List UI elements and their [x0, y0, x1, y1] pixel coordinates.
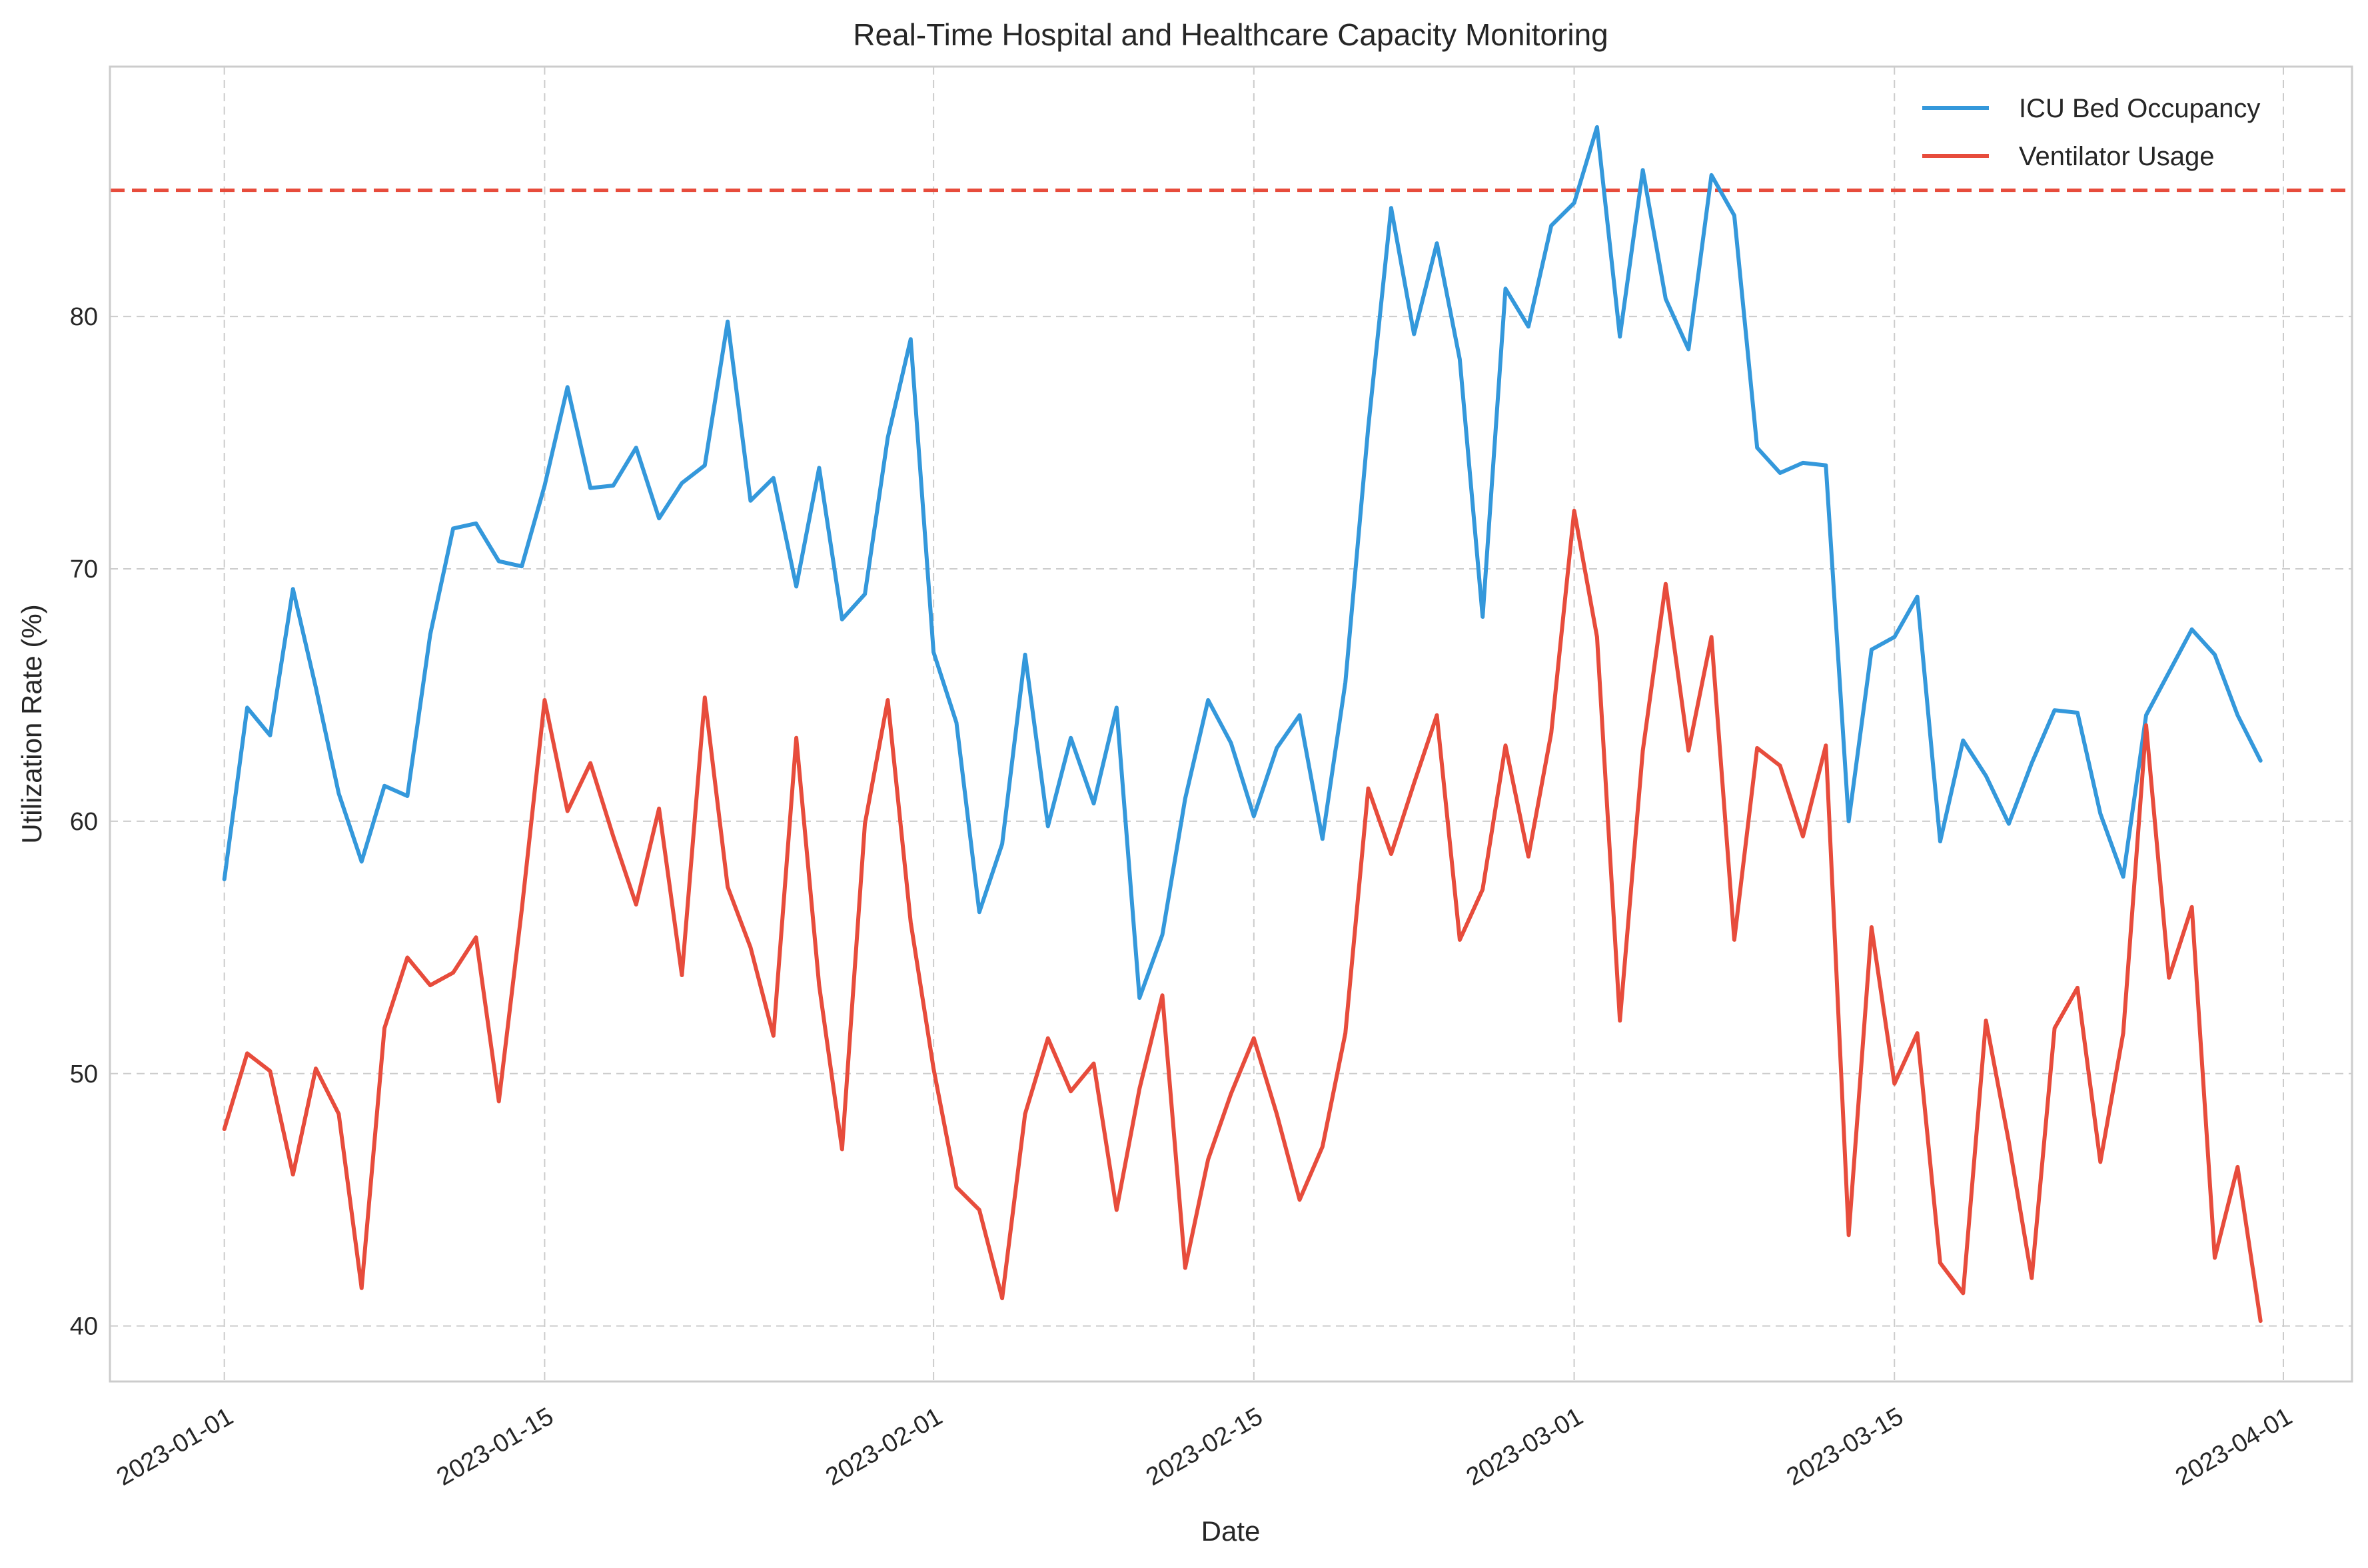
y-tick-label: 50	[70, 1060, 98, 1088]
chart-title: Real-Time Hospital and Healthcare Capaci…	[853, 17, 1608, 52]
series-line-icu-bed-occupancy	[222, 125, 2263, 1000]
legend-label-icu-bed-occupancy: ICU Bed Occupancy	[2019, 94, 2260, 123]
y-tick-labels: 40 50 60 70 80	[70, 303, 98, 1341]
y-tick-label: 80	[70, 303, 98, 331]
x-axis-label: Date	[1201, 1515, 1261, 1547]
plot-frame	[109, 65, 2353, 1383]
y-tick-label: 70	[70, 556, 98, 584]
legend-label-ventilator-usage: Ventilator Usage	[2019, 142, 2215, 171]
legend: ICU Bed Occupancy Ventilator Usage	[1922, 94, 2260, 171]
series-line-ventilator-usage	[222, 508, 2263, 1324]
grid	[110, 67, 2352, 1381]
y-axis-label: Utilization Rate (%)	[16, 604, 47, 843]
series-lines	[222, 125, 2263, 1324]
y-tick-label: 40	[70, 1313, 98, 1341]
y-tick-label: 60	[70, 808, 98, 836]
